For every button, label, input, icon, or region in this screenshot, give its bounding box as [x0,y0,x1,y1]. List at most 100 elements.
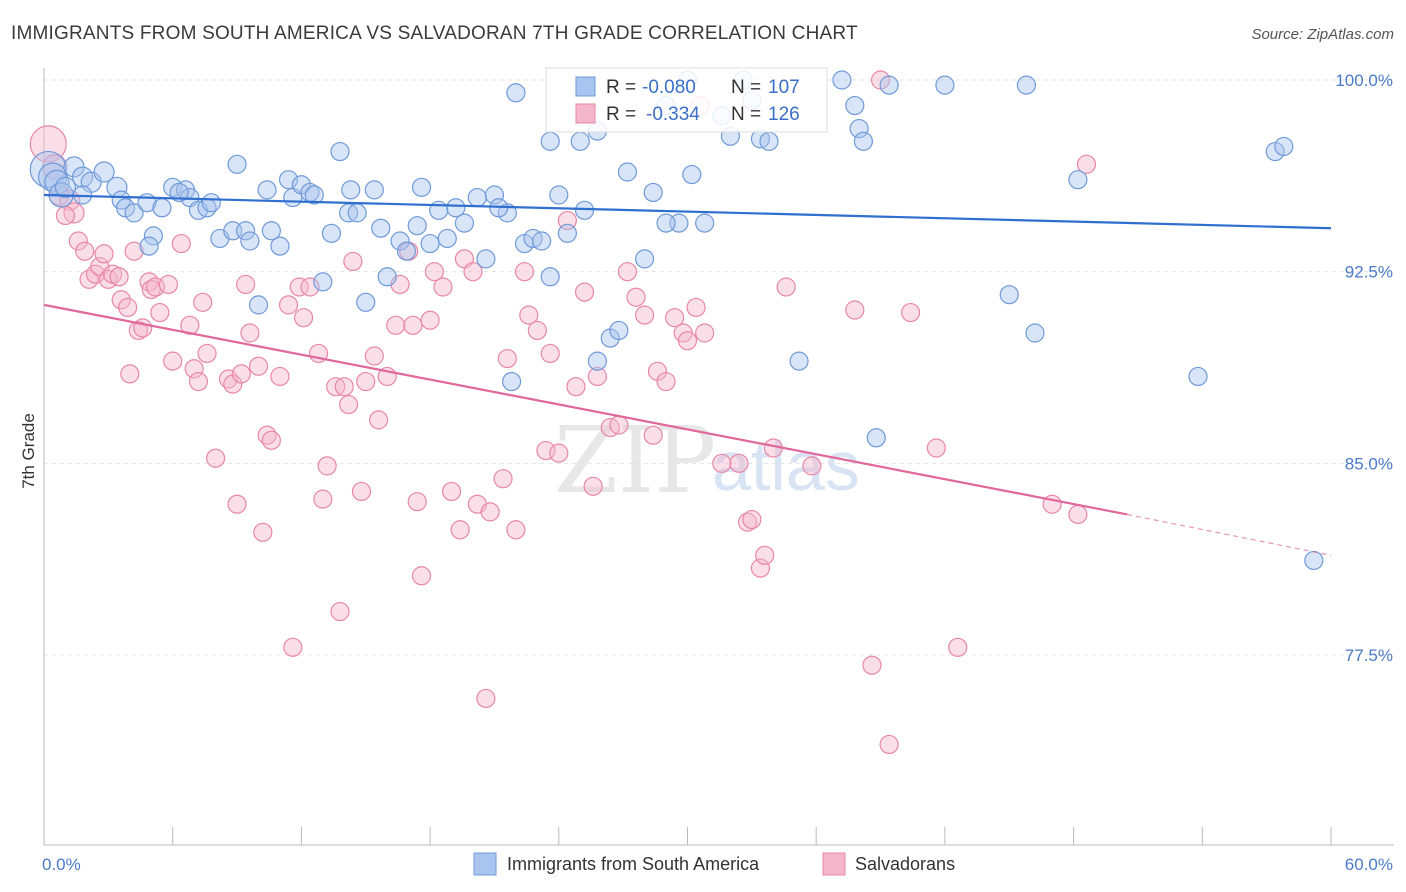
salvadorans-point-77 [476,688,496,709]
salvadorans-point-24 [150,302,170,323]
south-america-point-108 [371,218,391,238]
salvadorans-point-66 [403,315,423,335]
salvadorans-point-47 [289,277,309,297]
salvadorans-point-8 [79,269,99,289]
south-america-point-86 [853,131,873,151]
salvadorans-point-114 [802,456,822,476]
y-tick-label-2: 85.0% [1345,454,1393,473]
bottom-legend-label-pink: Salvadorans [855,854,955,874]
salvadorans-point-49 [300,277,320,297]
salvadorans-point-70 [424,262,444,282]
salvadorans-point-51 [313,489,333,509]
legend-n-value-pink: 126 [768,104,800,125]
salvadorans-point-58 [351,481,372,502]
south-america-point-4 [54,176,77,198]
south-america-point-53 [484,185,505,205]
salvadorans-point-29 [184,359,204,379]
salvadorans-point-63 [386,315,406,335]
trend-line-salvadorans-extension [1127,513,1332,556]
south-america-point-43 [396,241,417,261]
salvadorans-point-82 [514,262,535,282]
salvadorans-point-68 [411,566,432,586]
salvadorans-point-117 [879,734,899,755]
salvadorans-point-18 [124,241,144,261]
south-america-point-46 [420,233,440,254]
x-tick-label-0: 0.0% [42,855,81,874]
chart-source: Source: ZipAtlas.com [1251,26,1394,43]
south-america-point-96 [1016,75,1037,95]
south-america-point-68 [634,249,655,269]
y-tick-label-1: 92.5% [1345,263,1393,282]
south-america-point-71 [682,164,702,185]
south-america-point-34 [321,223,342,243]
salvadorans-point-94 [609,415,629,435]
south-america-point-60 [502,371,522,392]
salvadorans-point-90 [574,282,595,302]
south-america-point-25 [227,154,247,174]
y-tick-label-0: 100.0% [1335,71,1393,90]
salvadorans-point-17 [120,364,140,384]
salvadorans-point-73 [450,520,470,540]
south-america-point-45 [411,177,432,197]
salvadorans-point-69 [420,310,440,330]
south-america-point-13 [124,203,144,223]
salvadorans-point-36 [227,494,247,514]
south-america-point-59 [540,267,560,287]
salvadorans-point-113 [776,277,796,297]
south-america-point-30 [278,170,299,190]
legend-swatch-pink [575,103,596,124]
south-america-point-97 [1068,170,1088,190]
salvadorans-point-116 [862,655,882,675]
salvadorans-point-97 [634,305,655,325]
salvadorans-point-115 [845,300,865,320]
salvadorans-point-91 [583,476,603,496]
salvadorans-point-45 [278,295,299,315]
south-america-point-62 [574,200,595,220]
legend-r-value-pink: -0.334 [646,104,700,125]
south-america-point-72 [695,213,715,233]
salvadorans-point-83 [519,305,539,325]
salvadorans-point-72 [441,481,462,502]
south-america-point-63 [557,223,577,243]
salvadorans-point-109 [742,509,762,530]
bottom-legend-swatch-pink [822,852,846,876]
salvadorans-point-61 [369,410,389,430]
south-america-point-61 [549,185,569,205]
salvadorans-point-6 [68,231,88,251]
salvadorans-point-89 [566,377,586,397]
salvadorans-point-81 [506,520,526,540]
bottom-legend-swatch-blue [473,852,497,876]
south-america-point-48 [437,228,457,249]
salvadorans-point-110 [750,558,771,578]
south-america-point-81 [759,131,779,151]
trend-lines [43,193,1332,556]
y-tick-labels: 100.0% 92.5% 85.0% 77.5% [1335,71,1393,665]
south-america-point-93 [866,428,886,448]
south-america-point-0 [29,150,67,189]
salvadorans-point-101 [665,308,685,328]
south-america-point-98 [1188,366,1208,387]
salvadorans-point-123 [1076,154,1097,174]
salvadorans-point-57 [343,251,363,272]
south-america-point-66 [609,320,629,341]
salvadorans-point-105 [695,323,715,343]
salvadorans-point-119 [926,438,946,458]
south-america-point-105 [139,236,159,256]
south-america-point-44 [407,216,427,236]
axes [43,68,1394,846]
salvadorans-point-98 [643,425,663,445]
trend-line-salvadorans [43,303,1128,516]
salvadorans-point-52 [317,456,337,476]
south-america-point-95 [1025,323,1045,343]
salvadorans-point-21 [139,272,159,292]
south-america-point-85 [849,118,869,139]
salvadorans-point-122 [1068,504,1088,525]
salvadorans-point-43 [261,430,281,450]
salvadorans-point-16 [118,297,138,318]
south-america-point-76 [570,131,590,151]
salvadorans-point-39 [240,323,260,343]
bottom-legend: Immigrants from South America Salvadoran… [473,852,955,876]
south-america-point-87 [879,75,899,95]
salvadorans-point-67 [407,492,427,512]
south-america-point-84 [832,70,852,90]
